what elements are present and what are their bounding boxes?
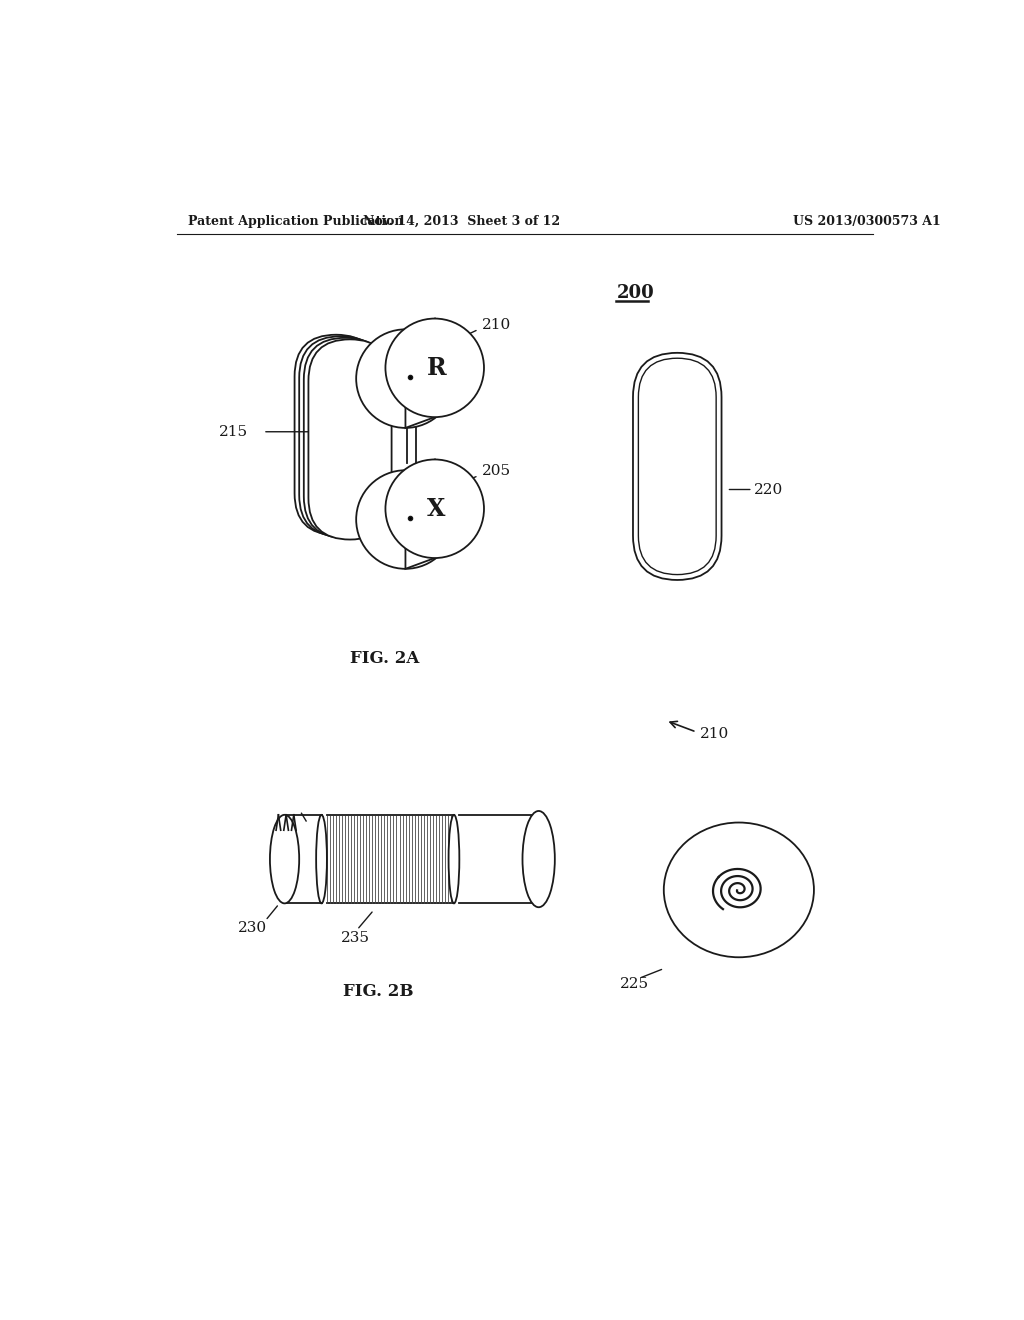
Text: 235: 235 — [341, 931, 370, 945]
Text: 215: 215 — [218, 425, 248, 438]
FancyBboxPatch shape — [633, 352, 722, 579]
Text: 200: 200 — [617, 284, 655, 302]
Ellipse shape — [356, 330, 455, 428]
FancyBboxPatch shape — [308, 339, 391, 540]
Text: FIG. 2B: FIG. 2B — [343, 983, 414, 1001]
Text: FIG. 2A: FIG. 2A — [350, 651, 420, 668]
Ellipse shape — [385, 318, 484, 417]
Ellipse shape — [522, 810, 555, 907]
Text: 210: 210 — [481, 318, 511, 331]
Text: 220: 220 — [755, 483, 783, 496]
Text: US 2013/0300573 A1: US 2013/0300573 A1 — [793, 215, 940, 228]
Ellipse shape — [449, 814, 460, 903]
FancyBboxPatch shape — [299, 337, 382, 536]
Text: Patent Application Publication: Patent Application Publication — [188, 215, 403, 228]
FancyBboxPatch shape — [638, 358, 716, 574]
Text: 205: 205 — [481, 465, 511, 478]
Text: Nov. 14, 2013  Sheet 3 of 12: Nov. 14, 2013 Sheet 3 of 12 — [364, 215, 560, 228]
Ellipse shape — [664, 822, 814, 957]
Text: 210: 210 — [700, 727, 730, 742]
Ellipse shape — [270, 814, 299, 903]
Text: X: X — [427, 496, 445, 521]
Text: 230: 230 — [239, 921, 267, 936]
Text: R: R — [426, 356, 446, 380]
Text: 225: 225 — [621, 977, 649, 991]
Polygon shape — [406, 459, 435, 569]
FancyBboxPatch shape — [304, 338, 387, 539]
Ellipse shape — [356, 470, 455, 569]
Ellipse shape — [385, 459, 484, 558]
Polygon shape — [406, 318, 435, 428]
FancyBboxPatch shape — [295, 335, 378, 535]
Ellipse shape — [316, 814, 327, 903]
